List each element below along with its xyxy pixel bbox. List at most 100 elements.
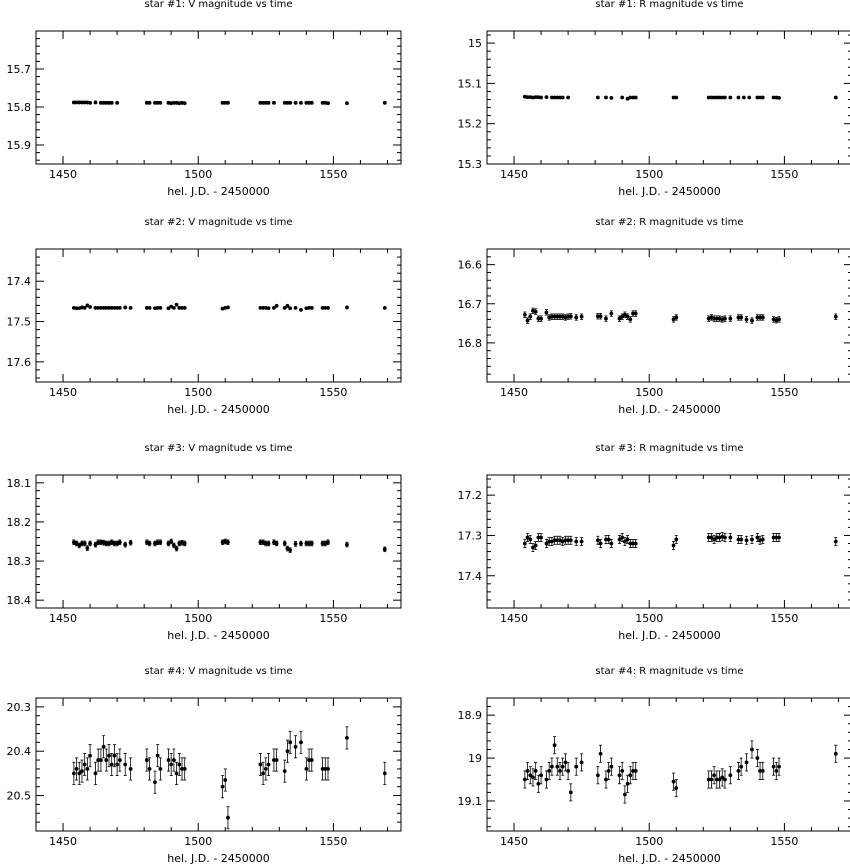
data-point	[771, 757, 776, 776]
x-tick-label: 1500	[635, 612, 663, 625]
point-marker	[282, 100, 287, 105]
point-marker	[712, 773, 717, 778]
point-marker	[598, 751, 603, 756]
data-point	[309, 748, 314, 772]
point-marker	[631, 541, 635, 546]
data-point	[574, 537, 579, 546]
y-tick-label: 17.3	[458, 529, 483, 542]
point-marker	[709, 777, 714, 782]
x-tick-label: 1500	[184, 835, 212, 848]
data-point	[709, 770, 714, 789]
data-point	[112, 540, 117, 547]
point-marker	[552, 314, 557, 319]
data-point	[755, 749, 760, 768]
point-marker	[539, 95, 543, 100]
data-point	[539, 533, 543, 542]
point-marker	[182, 305, 187, 310]
point-marker	[266, 306, 271, 311]
plot-frame	[486, 30, 850, 165]
point-marker	[736, 769, 741, 773]
point-marker	[595, 773, 600, 778]
point-marker	[158, 100, 163, 105]
data-point	[85, 545, 90, 551]
x-tick-label: 1500	[635, 168, 663, 181]
point-marker	[631, 769, 635, 773]
data-point	[555, 757, 560, 776]
data-point	[320, 305, 325, 310]
data-point	[158, 757, 163, 781]
data-point	[633, 310, 638, 317]
point-marker	[833, 314, 838, 319]
plot-frame	[35, 248, 402, 383]
data-point	[566, 761, 571, 780]
data-point	[728, 95, 733, 100]
data-point	[555, 535, 560, 545]
point-marker	[717, 95, 722, 100]
point-marker	[555, 764, 560, 769]
point-marker	[714, 95, 719, 100]
x-tick-label: 1450	[500, 386, 528, 399]
data-point	[117, 305, 122, 310]
point-marker	[323, 305, 328, 310]
point-marker	[714, 535, 719, 540]
point-marker	[728, 535, 733, 540]
point-marker	[558, 769, 562, 773]
data-point	[144, 305, 149, 310]
data-point	[714, 315, 719, 322]
chart-panel-7: star #4: V magnitude vs time hel. J.D. - …	[7, 666, 402, 865]
data-point	[274, 748, 279, 772]
point-marker	[299, 541, 303, 546]
y-tick-label: 16.8	[458, 337, 483, 350]
plot-frame	[486, 474, 850, 609]
x-tick-label: 1500	[635, 386, 663, 399]
data-point	[560, 95, 565, 100]
point-marker	[117, 758, 122, 762]
data-point	[617, 766, 622, 785]
data-point	[533, 308, 538, 315]
point-marker	[285, 303, 290, 308]
plot-frame	[35, 697, 402, 832]
data-point	[595, 766, 600, 785]
data-point	[293, 100, 298, 105]
data-point	[345, 101, 349, 106]
data-point	[266, 100, 271, 105]
data-point	[598, 313, 603, 320]
data-point	[71, 100, 76, 105]
data-point	[777, 757, 781, 776]
x-tick-label: 1450	[500, 168, 528, 181]
data-point	[155, 539, 160, 546]
data-point	[744, 535, 749, 545]
chart-panel-1: star #1: V magnitude vs time hel. J.D. - …	[7, 0, 402, 198]
data-point	[633, 761, 638, 780]
data-point	[107, 100, 111, 105]
point-marker	[171, 305, 176, 310]
point-marker	[153, 100, 157, 105]
data-point	[604, 95, 608, 100]
point-marker	[617, 537, 622, 542]
point-marker	[171, 543, 176, 548]
point-marker	[777, 764, 781, 769]
point-marker	[144, 758, 149, 762]
data-point	[739, 535, 744, 544]
point-marker	[522, 312, 527, 317]
data-point	[755, 95, 760, 100]
data-point	[285, 100, 290, 105]
point-marker	[171, 100, 176, 105]
data-point	[288, 730, 293, 754]
data-point	[558, 761, 562, 780]
data-point	[622, 537, 627, 546]
data-point	[155, 305, 160, 310]
data-point	[261, 305, 266, 310]
point-marker	[771, 95, 776, 100]
point-marker	[709, 535, 714, 540]
point-marker	[631, 311, 635, 316]
point-marker	[104, 100, 109, 105]
point-marker	[147, 541, 152, 546]
point-marker	[309, 305, 314, 310]
data-point	[833, 313, 838, 320]
data-point	[714, 533, 719, 542]
point-marker	[101, 744, 106, 749]
data-point	[628, 539, 633, 548]
y-tick-label: 15.1	[458, 77, 483, 90]
data-point	[104, 100, 109, 105]
